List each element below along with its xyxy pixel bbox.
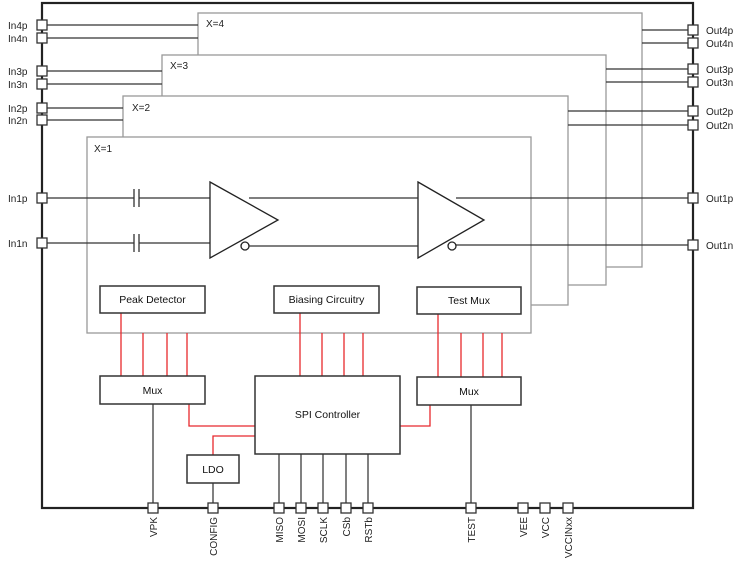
pin-label: CONFIG bbox=[209, 517, 220, 556]
pin-label: SCLK bbox=[319, 517, 330, 543]
pin-label: Out2p bbox=[706, 107, 734, 118]
pin-out4p bbox=[687, 24, 699, 36]
pin-label: RSTb bbox=[364, 517, 375, 543]
pin-label: Out3p bbox=[706, 65, 734, 76]
pin-label: Out4p bbox=[706, 26, 734, 37]
pin-label: In1n bbox=[8, 239, 27, 250]
mux-left-block: Mux bbox=[99, 375, 206, 405]
capacitor-icon bbox=[133, 189, 140, 207]
pin-label: In2n bbox=[8, 116, 27, 127]
pin-config bbox=[207, 502, 219, 514]
input-wires bbox=[42, 24, 227, 244]
pin-vcc bbox=[539, 502, 551, 514]
pin-label: MOSI bbox=[297, 517, 308, 543]
pin-label: In4n bbox=[8, 34, 27, 45]
biasing-label: Biasing Circuitry bbox=[289, 294, 366, 306]
output-pins: Out4p Out4n Out3p Out3n Out2p Out2n Out1… bbox=[687, 24, 734, 252]
pin-label: TEST bbox=[467, 517, 478, 543]
pin-label: CSb bbox=[342, 517, 353, 537]
pin-in3p bbox=[36, 65, 48, 77]
mux-left-label: Mux bbox=[143, 385, 164, 397]
ldo-label: LDO bbox=[202, 464, 224, 476]
channel-1-label: X=1 bbox=[94, 144, 113, 155]
pin-rstb bbox=[362, 502, 374, 514]
pin-in1n bbox=[36, 237, 48, 249]
channel-3-label: X=3 bbox=[170, 61, 189, 72]
peak-detector-block: Peak Detector bbox=[99, 285, 206, 314]
pin-vccinxx bbox=[562, 502, 574, 514]
mux-right-label: Mux bbox=[459, 386, 480, 398]
pin-out1n bbox=[687, 239, 699, 251]
pin-label: VCCINxx bbox=[564, 517, 575, 558]
pin-in3n bbox=[36, 78, 48, 90]
pin-label: MISO bbox=[275, 517, 286, 543]
capacitor-icon bbox=[133, 234, 140, 252]
amplifier-1-icon bbox=[209, 180, 280, 260]
pin-label: In2p bbox=[8, 104, 28, 115]
ldo-block: LDO bbox=[186, 454, 240, 484]
pin-in1p bbox=[36, 192, 48, 204]
pin-in2p bbox=[36, 102, 48, 114]
pin-vee bbox=[517, 502, 529, 514]
pin-out3p bbox=[687, 63, 699, 75]
bottom-pins: VPK CONFIG MISO MOSI SCLK CSb RSTb TEST … bbox=[147, 502, 575, 558]
pin-label: Out4n bbox=[706, 39, 733, 50]
pin-label: In3n bbox=[8, 80, 27, 91]
biasing-block: Biasing Circuitry bbox=[273, 285, 380, 314]
pin-out2n bbox=[687, 119, 699, 131]
pin-out3n bbox=[687, 76, 699, 88]
pin-label: Out1n bbox=[706, 241, 733, 252]
pin-mosi bbox=[295, 502, 307, 514]
pin-label: VPK bbox=[149, 517, 160, 537]
pin-csb bbox=[340, 502, 352, 514]
control-lines bbox=[120, 313, 503, 455]
pin-test bbox=[465, 502, 477, 514]
pin-label: VEE bbox=[519, 517, 530, 537]
output-wires bbox=[568, 29, 693, 126]
pin-label: Out1p bbox=[706, 194, 734, 205]
pin-out4n bbox=[687, 37, 699, 49]
test-mux-block: Test Mux bbox=[416, 286, 522, 315]
pin-in4p bbox=[36, 19, 48, 31]
channel-2-label: X=2 bbox=[132, 103, 151, 114]
bottom-wires bbox=[152, 404, 472, 508]
pin-sclk bbox=[317, 502, 329, 514]
pin-out1p bbox=[687, 192, 699, 204]
channel-4-label: X=4 bbox=[206, 19, 225, 30]
mux-right-block: Mux bbox=[416, 376, 522, 406]
pin-label: In1p bbox=[8, 194, 28, 205]
spi-controller-block: SPI Controller bbox=[254, 375, 401, 455]
pin-in2n bbox=[36, 114, 48, 126]
pin-vpk bbox=[147, 502, 159, 514]
peak-detector-label: Peak Detector bbox=[119, 294, 186, 306]
pin-label: Out3n bbox=[706, 78, 733, 89]
pin-label: In3p bbox=[8, 67, 28, 78]
pin-label: In4p bbox=[8, 21, 28, 32]
pin-label: Out2n bbox=[706, 121, 733, 132]
inter-stage-wires bbox=[249, 197, 693, 247]
spi-controller-label: SPI Controller bbox=[295, 409, 361, 421]
input-pins: In4p In4n In3p In3n In2p In2n In1p In1n bbox=[8, 19, 48, 250]
pin-label: VCC bbox=[541, 517, 552, 538]
pin-out2p bbox=[687, 105, 699, 117]
pin-in4n bbox=[36, 32, 48, 44]
test-mux-label: Test Mux bbox=[448, 295, 491, 307]
pin-miso bbox=[273, 502, 285, 514]
amplifier-2-icon bbox=[417, 180, 486, 260]
